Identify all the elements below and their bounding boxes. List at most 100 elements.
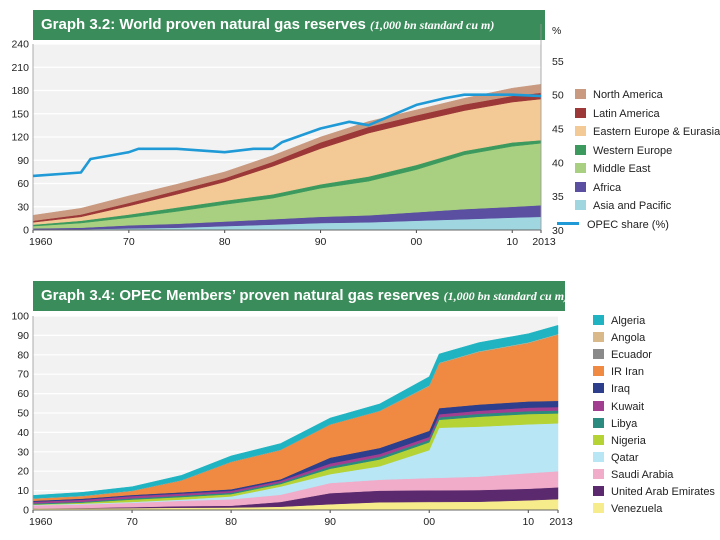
- chart2-legend-item: Qatar: [593, 451, 639, 464]
- chart2-legend-swatch: [593, 383, 604, 394]
- chart1-legend-item-line: OPEC share (%): [557, 219, 669, 231]
- chart2-legend-label: United Arab Emirates: [611, 486, 715, 498]
- chart2-legend-swatch: [593, 332, 604, 343]
- chart1-legend-label: Asia and Pacific: [593, 200, 672, 212]
- chart1-legend-line-swatch: [557, 221, 579, 225]
- chart2-legend-item: United Arab Emirates: [593, 486, 715, 498]
- chart1-x-tick-label: 90: [315, 236, 327, 248]
- chart1-legend-item: Eastern Europe & Eurasia: [575, 126, 720, 138]
- chart1-legend-swatch: [575, 107, 586, 118]
- chart2-x-tick-label: 2013: [549, 516, 573, 528]
- chart2-legend-item: Libya: [593, 417, 638, 430]
- chart1-legend-item: Middle East: [575, 163, 650, 175]
- chart1-x-tick-label: 70: [123, 236, 135, 248]
- chart2-legend-item: Iraq: [593, 383, 630, 395]
- chart1-x-tick-label: 10: [506, 236, 518, 248]
- chart1-title: Graph 3.2: World proven natural gas rese…: [41, 16, 366, 33]
- chart2-legend-swatch: [593, 366, 604, 377]
- chart1-y2-tick-label: 40: [552, 157, 564, 169]
- chart2-unit: (1,000 bn standard cu m): [443, 289, 569, 303]
- chart1-legend-label: Eastern Europe & Eurasia: [593, 126, 720, 138]
- chart2-legend-label: Ecuador: [611, 349, 652, 362]
- chart2-y-tick-label: 0: [23, 505, 29, 517]
- chart1-y-tick-label: 90: [17, 155, 29, 167]
- chart2-legend-item: Nigeria: [593, 434, 646, 447]
- chart2-legend-swatch: [593, 349, 604, 360]
- chart1-legend-swatch: [575, 126, 586, 136]
- chart2-y-tick-label: 100: [11, 311, 29, 323]
- chart2-y-tick-label: 40: [17, 427, 29, 439]
- chart2-legend-item: IR Iran: [593, 366, 644, 378]
- chart2-legend-item: Angola: [593, 332, 645, 344]
- chart2-legend-swatch: [593, 315, 604, 325]
- chart2-legend-label: Nigeria: [611, 434, 646, 447]
- chart2-title-banner: Graph 3.4: OPEC Members’ proven natural …: [33, 281, 569, 311]
- chart2-legend-swatch: [593, 451, 604, 462]
- chart1-y2-tick-label: 55: [552, 56, 564, 68]
- chart1-legend-item: Latin America: [575, 107, 660, 120]
- chart2-legend-label: Algeria: [611, 315, 646, 327]
- chart1-x-tick-label: 1960: [29, 236, 53, 248]
- chart1-y-tick-label: 120: [11, 132, 29, 144]
- chart1-legend-item: Asia and Pacific: [575, 200, 671, 212]
- chart2-x-tick-label: 10: [522, 516, 534, 528]
- chart2-y-tick-label: 60: [17, 388, 29, 400]
- chart2-x-tick-label: 90: [324, 516, 336, 528]
- chart1-y2-tick-label: 45: [552, 124, 564, 136]
- chart2-x-tick-label: 70: [126, 516, 138, 528]
- chart2-legend-item: Ecuador: [593, 349, 652, 361]
- chart2-legend-swatch: [593, 503, 604, 514]
- chart1-legend-label: Latin America: [593, 107, 660, 120]
- chart1-legend-swatch: [575, 200, 586, 210]
- chart2-legend-label: Libya: [611, 417, 638, 430]
- chart2-legend-item: Saudi Arabia: [593, 468, 674, 481]
- chart1-legend-label: Africa: [593, 181, 622, 194]
- chart1-y-tick-label: 240: [11, 39, 29, 51]
- chart1-x-tick-label: 80: [219, 236, 231, 248]
- chart1-y-tick-label: 210: [11, 62, 29, 74]
- chart2-y-tick-label: 50: [17, 408, 29, 420]
- chart2-legend-swatch: [593, 434, 604, 445]
- chart1-legend-swatch: [575, 181, 586, 192]
- chart1-legend-label: Middle East: [593, 163, 651, 175]
- chart1-y-tick-label: 60: [17, 178, 29, 190]
- chart2-y-tick-label: 10: [17, 485, 29, 497]
- chart1-legend-swatch: [575, 89, 586, 99]
- chart1-legend-item: Western Europe: [575, 144, 673, 157]
- chart2-x-tick-label: 1960: [29, 516, 53, 528]
- chart2-x-tick-label: 00: [423, 516, 435, 528]
- chart2-y-tick-label: 30: [17, 446, 29, 458]
- chart2-legend-swatch: [593, 400, 604, 411]
- chart1-legend-item: North America: [575, 89, 663, 101]
- chart2-y-tick-label: 70: [17, 369, 29, 381]
- chart1-legend-label: OPEC share (%): [587, 218, 669, 231]
- chart1-x-tick-label: 00: [411, 236, 423, 248]
- chart2-x-tick-label: 80: [225, 516, 237, 528]
- chart2-legend-swatch: [593, 486, 604, 496]
- chart2-y-tick-label: 80: [17, 349, 29, 361]
- chart2-legend-label: Qatar: [611, 451, 639, 464]
- chart1-y2-tick-label: 35: [552, 191, 564, 203]
- chart2-legend-label: IR Iran: [611, 366, 645, 379]
- chart2-legend-item: Venezuela: [593, 503, 662, 515]
- chart1-legend-swatch: [575, 144, 586, 155]
- chart1-y2-tick-label: 30: [552, 225, 564, 237]
- chart1-legend-item: Africa: [575, 181, 622, 194]
- chart2-area-algeria: [32, 324, 559, 499]
- chart2-title: Graph 3.4: OPEC Members’ proven natural …: [41, 287, 440, 304]
- chart1-unit: (1,000 bn standard cu m): [370, 18, 495, 32]
- chart1-legend-swatch: [575, 163, 586, 173]
- chart1-y-tick-label: 30: [17, 201, 29, 213]
- chart2-legend-swatch: [593, 468, 604, 479]
- chart1-line-opec-share: [32, 93, 542, 178]
- chart2-y-tick-label: 90: [17, 330, 29, 342]
- chart1-legend-label: Western Europe: [593, 144, 673, 157]
- chart1-x-tick-label: 2013: [532, 236, 556, 248]
- chart2-legend-label: Iraq: [611, 383, 630, 396]
- chart1-y-tick-label: 180: [11, 85, 29, 97]
- chart2-y-tick-label: 20: [17, 466, 29, 478]
- chart2-legend-label: Saudi Arabia: [611, 468, 674, 481]
- chart1-y-tick-label: 0: [23, 225, 29, 237]
- chart1-y2-tick-label: 50: [552, 90, 564, 102]
